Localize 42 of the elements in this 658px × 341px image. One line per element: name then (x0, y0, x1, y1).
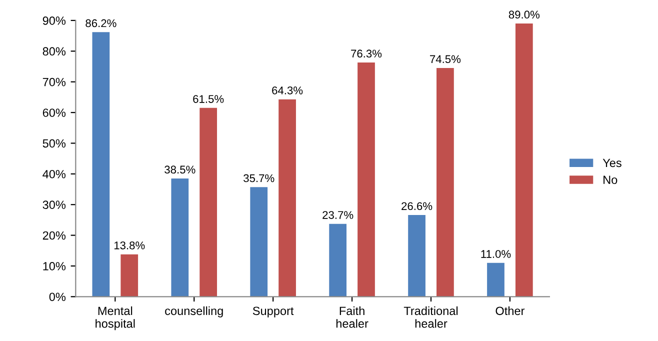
bar (436, 68, 454, 297)
data-label: 64.3% (272, 86, 303, 94)
y-tick-label: 40% (42, 170, 66, 178)
legend-label: No (604, 176, 618, 184)
data-label: 89.0% (508, 10, 540, 19)
y-tick-label: 70% (42, 78, 66, 86)
data-label: 11.0% (481, 250, 511, 258)
data-label: 13.8% (114, 241, 145, 250)
bar (408, 215, 426, 297)
y-tick-label: 0% (49, 292, 66, 302)
bar (329, 224, 347, 297)
data-label: 86.2% (86, 19, 116, 28)
x-tick-label: Traditional healer (404, 306, 458, 328)
data-label: 35.7% (244, 174, 274, 182)
data-label: 74.5% (430, 55, 461, 64)
y-tick-label: 50% (42, 139, 66, 148)
bar (171, 178, 189, 297)
data-label: 61.5% (193, 95, 224, 103)
y-tick-label: 80% (42, 47, 66, 56)
bar (200, 108, 218, 297)
bar (515, 24, 533, 297)
x-tick-label: Support (252, 306, 294, 318)
bar (487, 262, 504, 297)
y-tick-label: 90% (42, 16, 66, 25)
data-label: 38.5% (164, 166, 196, 174)
x-tick-label: Faith healer (336, 306, 368, 328)
data-label: 26.6% (402, 202, 432, 210)
data-label: 23.7% (322, 211, 354, 219)
x-tick-label: Mental hospital (96, 306, 135, 330)
x-tick-label: Other (496, 306, 525, 316)
bar (120, 254, 138, 297)
bar (250, 187, 268, 297)
y-tick-label: 10% (43, 262, 66, 270)
bar (278, 99, 296, 297)
bar (92, 32, 110, 297)
y-tick-label: 20% (42, 231, 66, 240)
bar (358, 62, 375, 297)
y-tick-label: 60% (42, 108, 66, 117)
legend-label: Yes (602, 158, 622, 168)
data-label: 76.3% (351, 50, 382, 58)
x-tick-label: counselling (165, 306, 223, 318)
y-tick-label: 30% (42, 200, 66, 209)
